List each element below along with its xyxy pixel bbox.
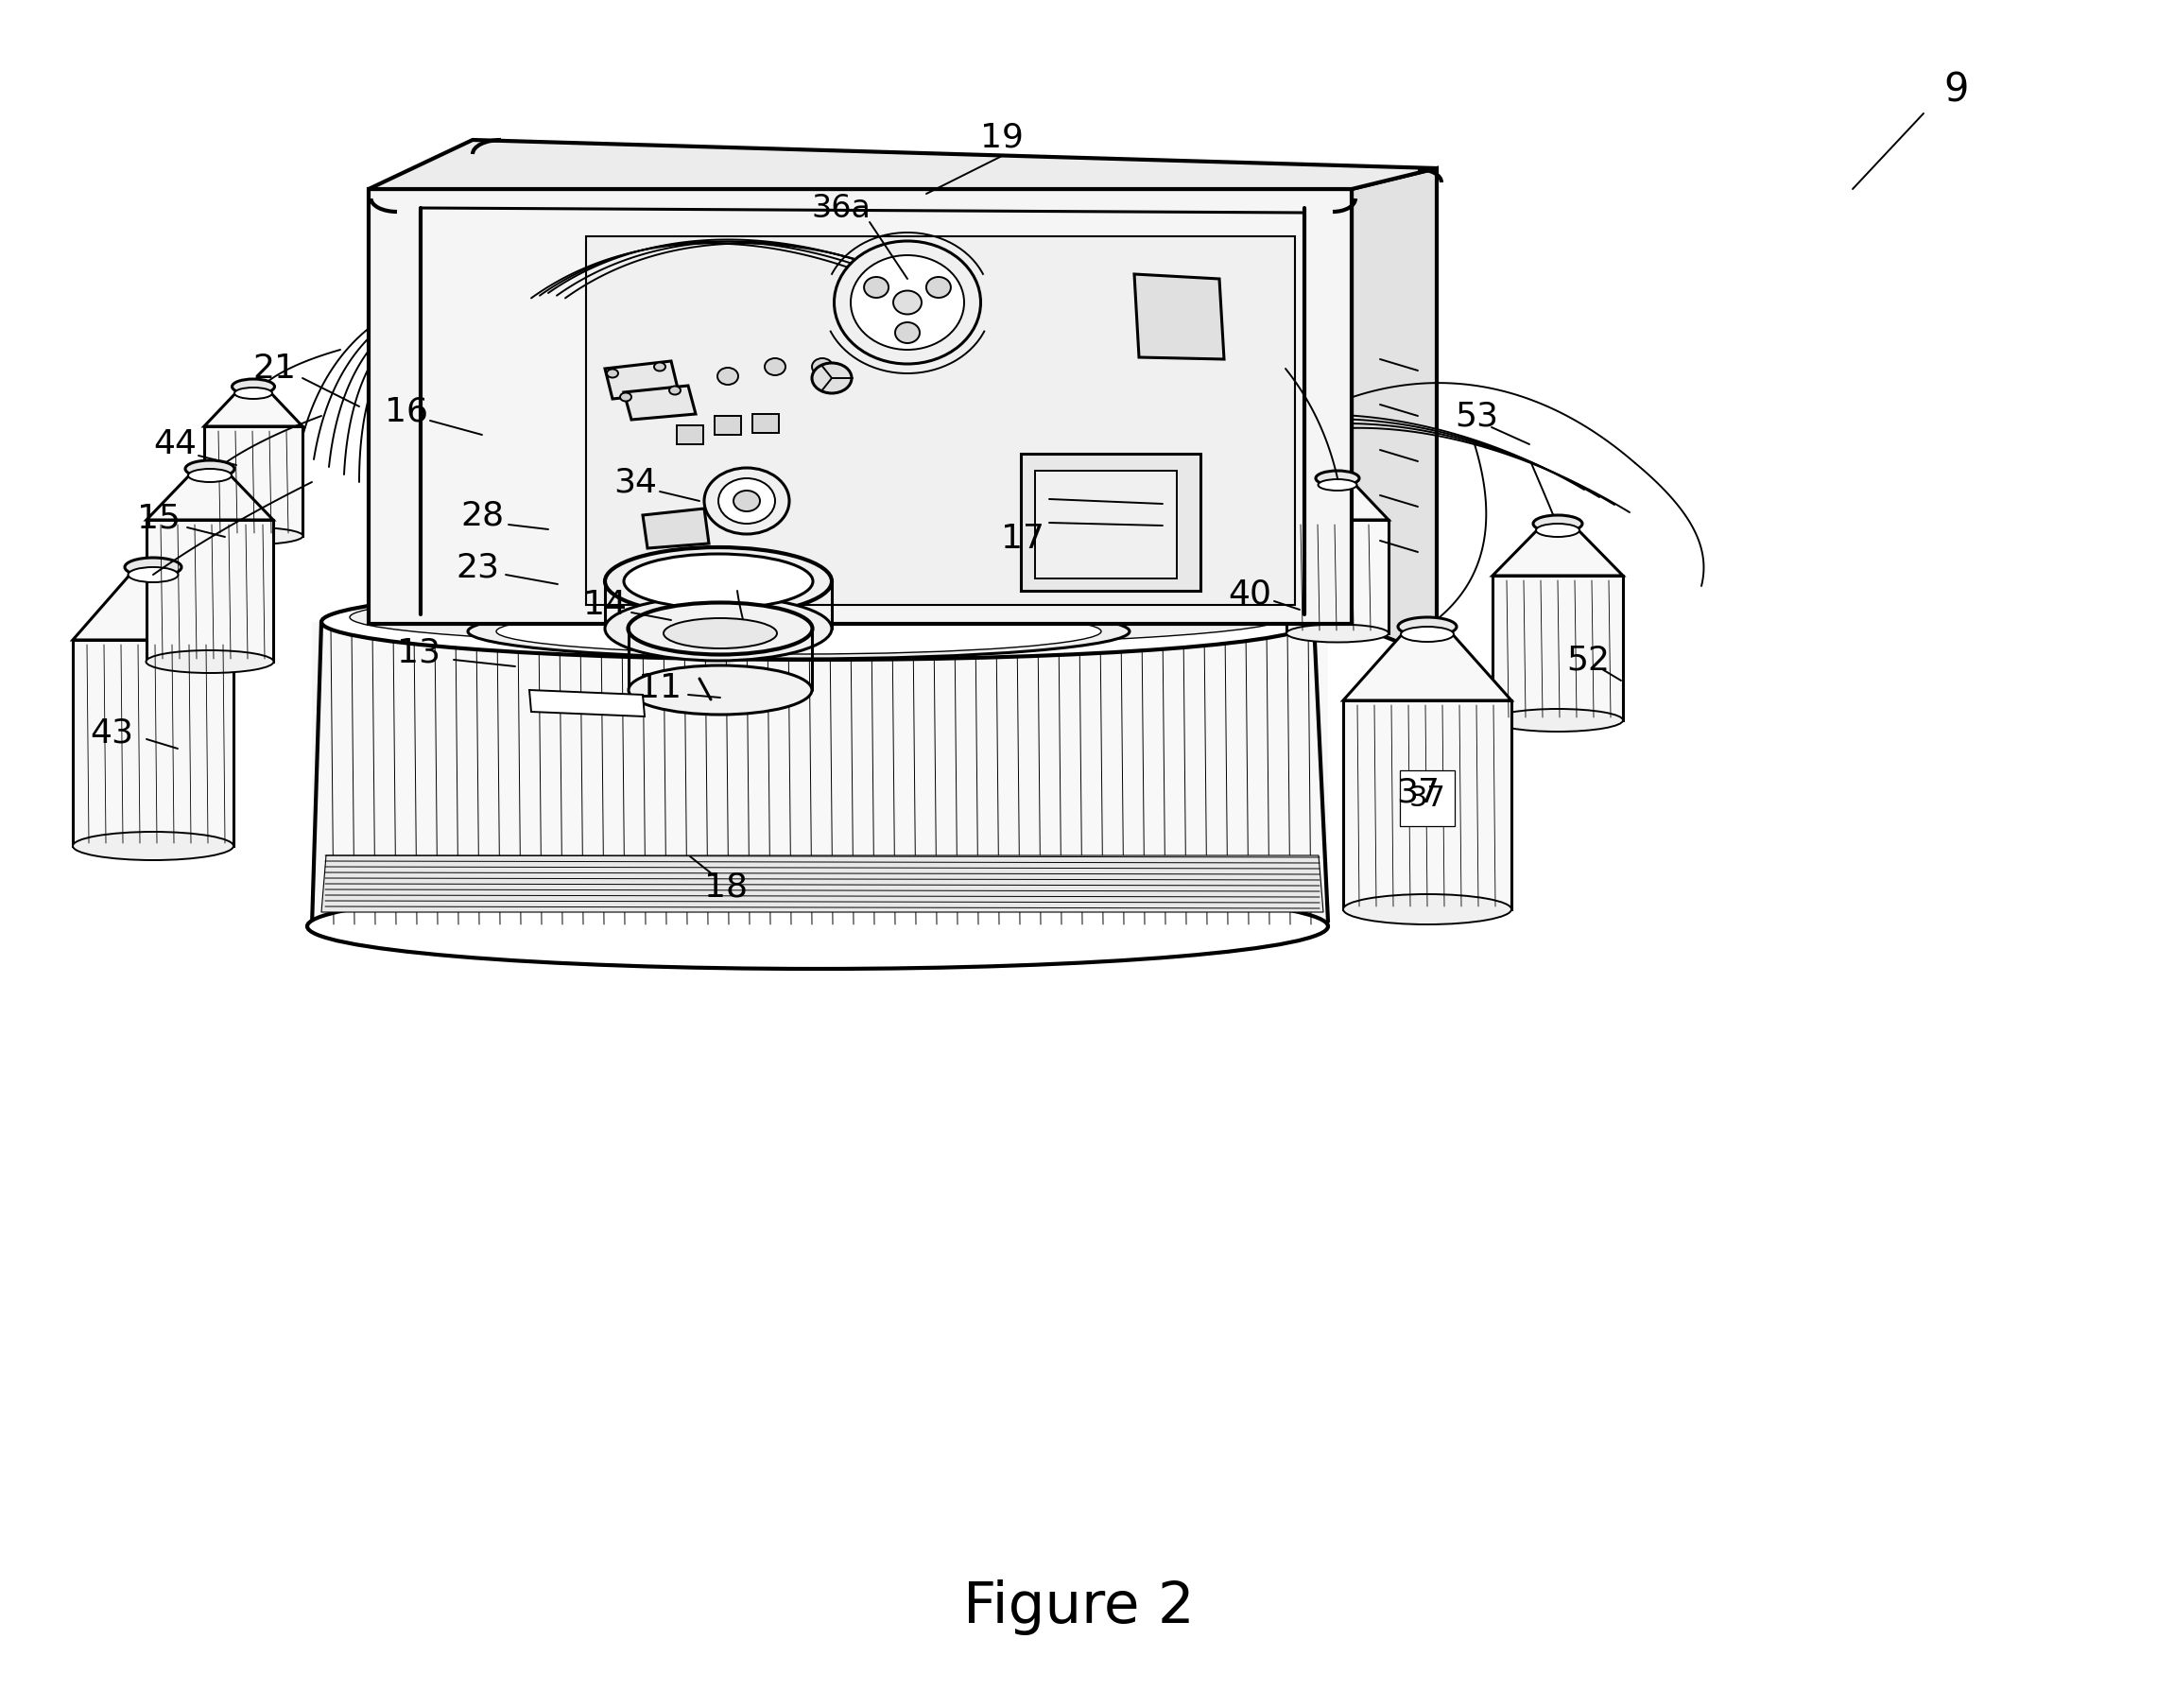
- Polygon shape: [313, 622, 1329, 926]
- Text: 19: 19: [979, 121, 1025, 154]
- Polygon shape: [369, 190, 1352, 623]
- Text: 21: 21: [252, 352, 296, 384]
- Ellipse shape: [233, 379, 274, 395]
- Ellipse shape: [186, 461, 235, 477]
- Ellipse shape: [925, 277, 951, 297]
- Polygon shape: [321, 856, 1322, 912]
- Ellipse shape: [604, 547, 833, 615]
- Polygon shape: [147, 473, 274, 519]
- Polygon shape: [1400, 770, 1454, 827]
- Ellipse shape: [669, 386, 682, 395]
- Ellipse shape: [606, 369, 619, 377]
- Text: 34: 34: [613, 466, 658, 499]
- Text: 40: 40: [1227, 577, 1270, 610]
- Text: 37: 37: [1396, 775, 1439, 808]
- Polygon shape: [1035, 471, 1178, 579]
- Text: Figure 2: Figure 2: [962, 1578, 1195, 1635]
- Text: 52: 52: [1566, 644, 1609, 676]
- Ellipse shape: [1344, 895, 1512, 924]
- Ellipse shape: [766, 359, 785, 376]
- Text: 37: 37: [1409, 784, 1445, 811]
- Polygon shape: [205, 391, 302, 427]
- Ellipse shape: [1536, 524, 1579, 536]
- Ellipse shape: [718, 367, 738, 384]
- Polygon shape: [73, 640, 233, 845]
- Polygon shape: [1493, 528, 1622, 576]
- Ellipse shape: [604, 596, 833, 661]
- Text: 9: 9: [1943, 70, 1969, 109]
- Polygon shape: [205, 427, 302, 536]
- Polygon shape: [604, 360, 679, 400]
- Ellipse shape: [1398, 617, 1456, 635]
- Ellipse shape: [1316, 471, 1359, 485]
- Polygon shape: [528, 690, 645, 716]
- Ellipse shape: [811, 359, 833, 376]
- Polygon shape: [1344, 700, 1512, 909]
- Ellipse shape: [811, 364, 852, 393]
- Ellipse shape: [1318, 480, 1357, 490]
- Ellipse shape: [865, 277, 889, 297]
- Text: 43: 43: [91, 716, 134, 748]
- Ellipse shape: [628, 603, 813, 654]
- Polygon shape: [1344, 632, 1512, 700]
- Polygon shape: [1135, 273, 1223, 359]
- Text: 11: 11: [638, 671, 682, 704]
- Ellipse shape: [496, 608, 1102, 654]
- Polygon shape: [753, 413, 779, 432]
- Polygon shape: [714, 415, 742, 436]
- Ellipse shape: [1534, 516, 1583, 533]
- Text: 36a: 36a: [811, 193, 871, 224]
- Ellipse shape: [203, 528, 302, 545]
- Polygon shape: [1493, 576, 1622, 721]
- Ellipse shape: [703, 468, 789, 535]
- Ellipse shape: [125, 559, 181, 577]
- Ellipse shape: [619, 393, 632, 401]
- Ellipse shape: [895, 323, 919, 343]
- Polygon shape: [1286, 519, 1389, 634]
- Text: 53: 53: [1454, 400, 1499, 432]
- Polygon shape: [147, 519, 274, 661]
- Ellipse shape: [664, 618, 777, 649]
- Text: 18: 18: [703, 871, 748, 904]
- Text: 14: 14: [582, 589, 628, 622]
- Text: 17: 17: [1001, 523, 1044, 555]
- Polygon shape: [73, 572, 233, 640]
- Text: 13: 13: [397, 635, 440, 668]
- Text: 15: 15: [138, 502, 181, 535]
- Text: 44: 44: [153, 429, 196, 461]
- Ellipse shape: [733, 490, 759, 511]
- Ellipse shape: [73, 832, 233, 861]
- Polygon shape: [1020, 454, 1201, 591]
- Text: 23: 23: [455, 552, 498, 582]
- Ellipse shape: [1286, 625, 1389, 642]
- Polygon shape: [677, 425, 703, 444]
- Ellipse shape: [623, 553, 813, 608]
- Ellipse shape: [893, 290, 921, 314]
- Ellipse shape: [654, 362, 667, 371]
- Ellipse shape: [718, 478, 774, 524]
- Ellipse shape: [850, 254, 964, 350]
- Polygon shape: [643, 509, 710, 548]
- Ellipse shape: [628, 666, 811, 714]
- Ellipse shape: [306, 883, 1329, 968]
- Polygon shape: [369, 140, 1437, 190]
- Ellipse shape: [188, 468, 231, 482]
- Ellipse shape: [321, 584, 1314, 659]
- Text: 28: 28: [459, 499, 505, 531]
- Ellipse shape: [1400, 627, 1454, 642]
- Ellipse shape: [349, 589, 1286, 646]
- Ellipse shape: [835, 241, 981, 364]
- Ellipse shape: [1493, 709, 1622, 731]
- Ellipse shape: [468, 605, 1130, 659]
- Polygon shape: [587, 236, 1294, 605]
- Ellipse shape: [127, 567, 179, 582]
- Text: 16: 16: [384, 395, 429, 427]
- Polygon shape: [1352, 169, 1437, 658]
- Polygon shape: [623, 386, 697, 420]
- Ellipse shape: [235, 388, 272, 400]
- Polygon shape: [1286, 482, 1389, 519]
- Ellipse shape: [147, 651, 274, 673]
